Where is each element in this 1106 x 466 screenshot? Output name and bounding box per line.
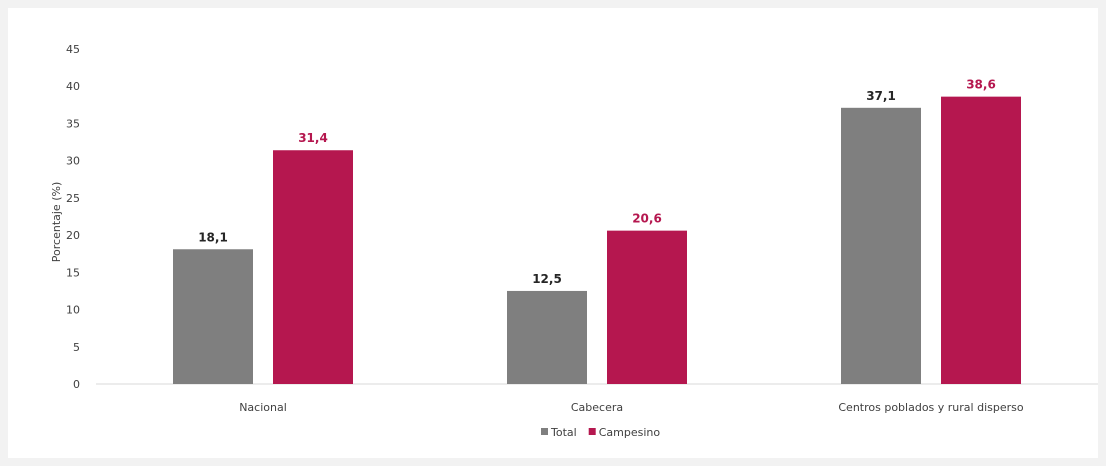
chart-card: 0 5 10 15 20 25 30 35 40 45 Porcentaje (%) 18,1 31… [8, 8, 1098, 458]
legend-label: Total [550, 426, 577, 439]
y-tick-label: 5 [73, 341, 80, 354]
y-tick-label: 0 [73, 378, 80, 391]
bar-chart: 0 5 10 15 20 25 30 35 40 45 Porcentaje (%) 18,1 31… [50, 43, 1098, 439]
x-tick-label: Nacional [239, 401, 287, 414]
legend-label: Campesino [599, 426, 661, 439]
data-label: 18,1 [198, 230, 228, 244]
bar-campesino [941, 96, 1021, 385]
y-axis-title: Porcentaje (%) [50, 182, 63, 262]
y-tick-label: 20 [66, 229, 80, 242]
y-tick-label: 30 [66, 155, 80, 168]
bar-total [507, 290, 587, 384]
data-label: 20,6 [632, 212, 662, 226]
bar-total [173, 249, 253, 384]
bar-campesino [607, 230, 687, 384]
legend-swatch [541, 428, 548, 435]
data-label: 38,6 [966, 78, 996, 92]
data-label: 31,4 [298, 131, 328, 145]
y-tick-label: 45 [66, 43, 80, 56]
legend-swatch [588, 428, 596, 435]
y-tick-label: 40 [66, 80, 80, 93]
bars: 18,1 31,4 12,5 20,6 37,1 38,6 [173, 78, 1021, 385]
legend: Total Campesino [541, 426, 660, 439]
y-axis: 0 5 10 15 20 25 30 35 40 45 [66, 43, 80, 391]
y-tick-label: 35 [66, 117, 80, 130]
x-tick-label: Cabecera [571, 401, 623, 414]
bar-total [841, 107, 921, 385]
x-axis: Nacional Cabecera Centros poblados y rural… [239, 401, 1024, 414]
bar-campesino [273, 150, 353, 384]
data-label: 12,5 [532, 272, 562, 286]
y-tick-label: 10 [66, 304, 80, 317]
y-tick-label: 25 [66, 192, 80, 205]
y-tick-label: 15 [66, 266, 80, 279]
x-tick-label: Centros poblados y rural disperso [838, 401, 1023, 414]
data-label: 37,1 [866, 89, 896, 103]
